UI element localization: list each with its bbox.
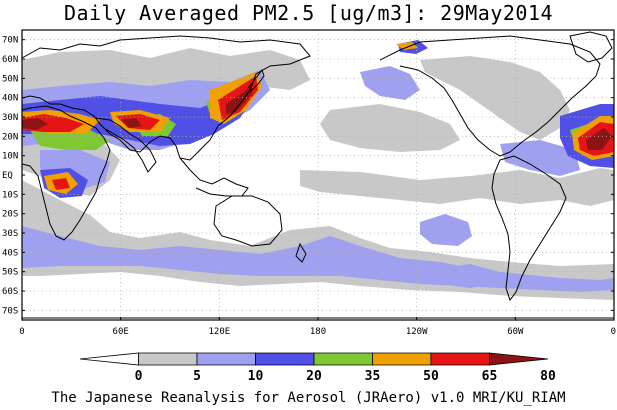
lat-label: 50S (2, 268, 18, 278)
colorbar-label: 0 (135, 369, 143, 384)
colorbar-label: 5 (193, 369, 201, 384)
lon-label: 180 (310, 327, 326, 337)
colorbar-segment (430, 352, 490, 366)
colorbar-label: 80 (540, 369, 556, 384)
lat-label: 50N (2, 74, 18, 84)
colorbar-segment (79, 352, 139, 366)
lon-label: 0 (611, 327, 616, 337)
lon-label: 60W (507, 327, 524, 337)
lon-label: 60E (113, 327, 129, 337)
lat-label: 40S (2, 248, 18, 258)
latitude-labels: 70N 60N 50N 40N 30N 20N 10N EQ 10S 20S 30S 40S 50S 60… (2, 36, 614, 316)
lat-label: 20N (2, 132, 18, 142)
coast-australia (213, 195, 283, 247)
lat-label: 30N (2, 113, 18, 123)
lat-label: 70S (2, 306, 18, 316)
pm25-darkred-regions (22, 84, 612, 150)
coast-eurasia (21, 35, 311, 161)
lat-label: 10S (2, 190, 18, 200)
map-gridlines (22, 30, 614, 320)
colorbar-segment (313, 352, 373, 366)
coast-se-asia (179, 157, 249, 197)
map-title: Daily Averaged PM2.5 [ug/m3]: 29May2014 (63, 1, 554, 25)
lat-label: 60N (2, 55, 18, 65)
lat-label: 60S (2, 287, 18, 297)
pm25-field (22, 40, 614, 300)
lat-label: EQ (2, 171, 13, 181)
coast-new-zealand (295, 242, 307, 263)
coast-africa (21, 105, 111, 241)
colorbar-label: 10 (248, 369, 264, 384)
coast-south-asia (95, 117, 157, 173)
lon-label: 120W (406, 327, 428, 337)
colorbar-segment (489, 352, 549, 366)
colorbar-label: 20 (306, 369, 322, 384)
coast-japan (247, 68, 265, 93)
coast-greenland (569, 31, 613, 63)
lat-label: 20S (2, 210, 18, 220)
coast-north-america (379, 35, 601, 157)
lat-label: 10N (2, 152, 18, 162)
colorbar-segment (196, 352, 256, 366)
lat-label: 70N (2, 36, 18, 46)
colorbar: 0 5 10 20 35 50 65 80 (79, 352, 556, 384)
colorbar-label: 50 (423, 369, 439, 384)
coast-south-america (491, 155, 567, 302)
colorbar-label: 65 (482, 369, 498, 384)
lon-label: 0 (19, 327, 24, 337)
lat-label: 30S (2, 229, 18, 239)
credit-line: The Japanese Reanalysis for Aerosol (JRA… (51, 390, 566, 406)
colorbar-segment (138, 352, 198, 366)
lat-label: 40N (2, 94, 18, 104)
colorbar-label: 35 (365, 369, 381, 384)
colorbar-segment (255, 352, 315, 366)
lon-label: 120E (208, 327, 230, 337)
longitude-labels: 0 60E 120E 180 120W 60W 0 (19, 317, 616, 337)
colorbar-segment (372, 352, 432, 366)
